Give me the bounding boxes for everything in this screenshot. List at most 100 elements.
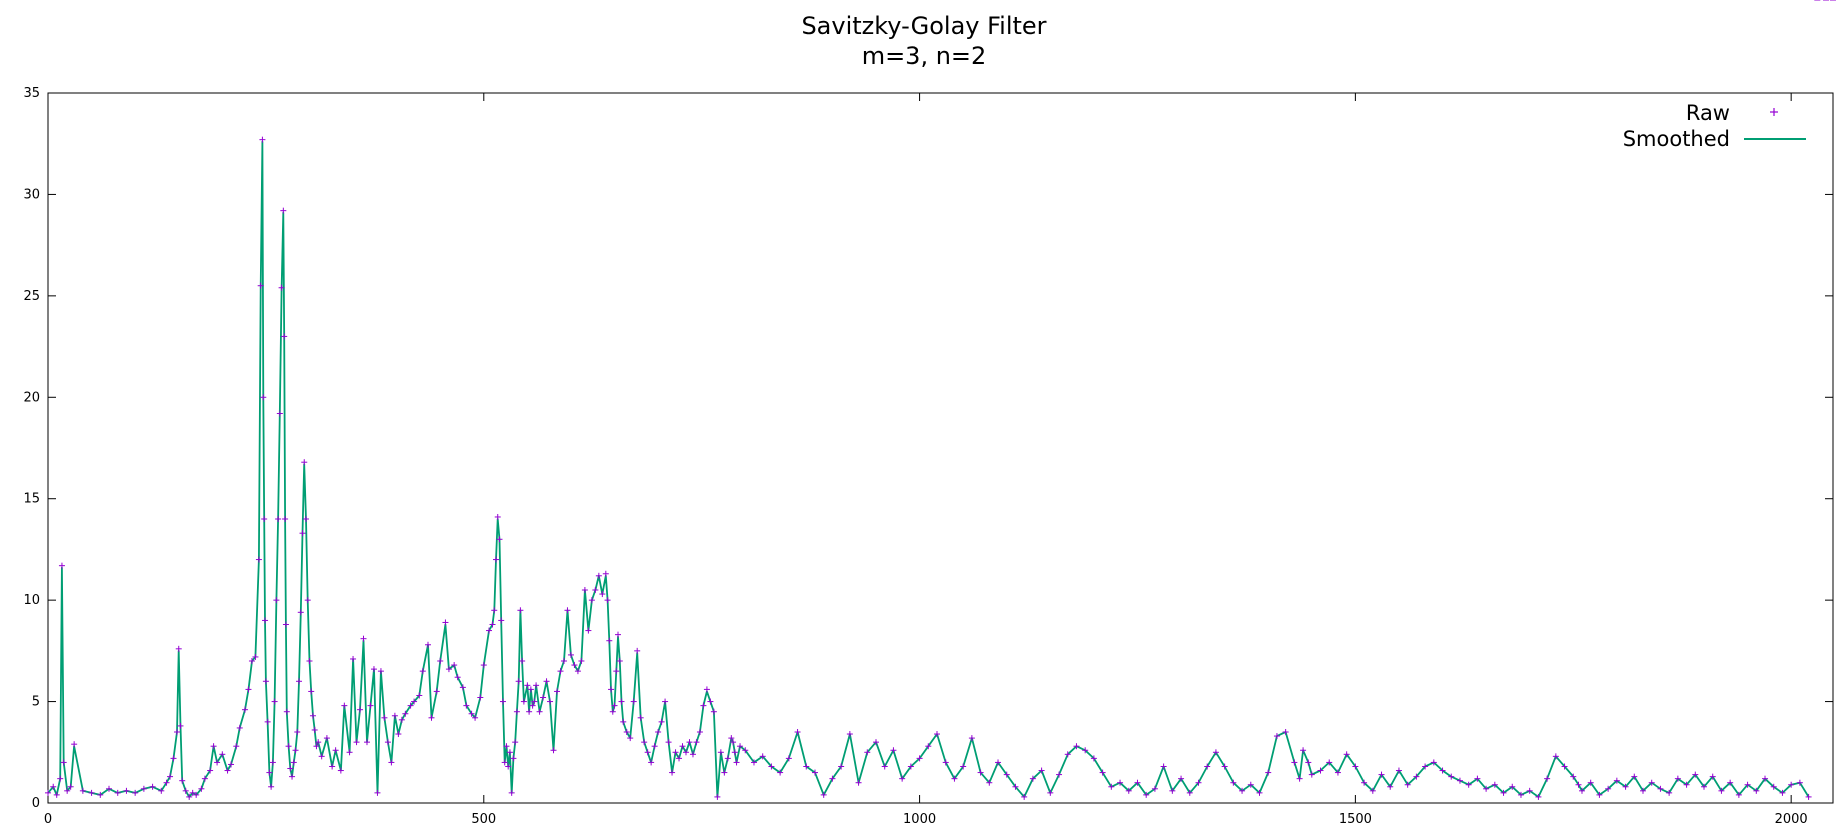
- raw-point: [1317, 767, 1324, 774]
- raw-point: [201, 775, 208, 782]
- raw-point: [198, 785, 205, 792]
- raw-point: [177, 722, 184, 729]
- raw-point: [1387, 783, 1394, 790]
- raw-point: [524, 682, 531, 689]
- raw-point: [360, 635, 367, 642]
- raw-point: [554, 688, 561, 695]
- raw-point: [977, 769, 984, 776]
- raw-point: [618, 698, 625, 705]
- raw-point: [1186, 789, 1193, 796]
- raw-point: [907, 763, 914, 770]
- raw-point: [381, 714, 388, 721]
- raw-point: [332, 747, 339, 754]
- raw-point: [262, 678, 269, 685]
- raw-point: [1296, 775, 1303, 782]
- raw-point: [309, 712, 316, 719]
- raw-point: [714, 793, 721, 800]
- raw-point: [1195, 779, 1202, 786]
- raw-point: [665, 739, 672, 746]
- raw-point: [266, 769, 273, 776]
- raw-point: [672, 749, 679, 756]
- raw-point: [1125, 787, 1132, 794]
- raw-point: [58, 562, 65, 569]
- raw-point: [811, 769, 818, 776]
- raw-point: [623, 729, 630, 735]
- raw-point: [219, 751, 226, 758]
- raw-point: [750, 759, 757, 766]
- raw-point: [296, 678, 303, 685]
- raw-point: [261, 516, 268, 522]
- raw-point: [829, 775, 836, 782]
- raw-point: [1666, 789, 1673, 796]
- raw-point: [942, 759, 949, 766]
- raw-point: [486, 627, 493, 634]
- raw-point: [163, 779, 170, 786]
- raw-point: [337, 767, 344, 774]
- legend: Raw Smoothed: [1623, 101, 1806, 151]
- raw-point: [794, 729, 801, 735]
- raw-point: [768, 763, 775, 770]
- raw-point: [873, 739, 880, 746]
- raw-point: [88, 789, 95, 796]
- raw-point: [1605, 785, 1612, 792]
- raw-point: [585, 627, 592, 634]
- plot-frame: [47, 92, 1834, 804]
- raw-point: [855, 779, 862, 786]
- raw-point: [728, 735, 735, 742]
- raw-point: [472, 714, 479, 721]
- raw-point: [501, 759, 508, 766]
- legend-label-smoothed: Smoothed: [1623, 127, 1730, 151]
- raw-point: [158, 787, 165, 794]
- axis-ticks: 0 5 10 15 20 25 30 35 0 500 1000 1500 2000: [23, 86, 1833, 827]
- raw-point: [820, 791, 827, 798]
- raw-point: [669, 769, 676, 776]
- raw-point: [742, 747, 749, 754]
- raw-point: [616, 658, 623, 664]
- raw-point: [306, 658, 313, 664]
- raw-point: [257, 282, 264, 289]
- raw-point: [564, 607, 571, 614]
- raw-point: [543, 678, 550, 685]
- raw-point: [1265, 769, 1272, 776]
- raw-point: [1587, 779, 1594, 786]
- raw-point: [1683, 781, 1690, 788]
- raw-point: [67, 783, 74, 790]
- raw-point: [513, 708, 520, 715]
- x-tick-label: 1500: [1339, 812, 1372, 827]
- y-tick-label: 10: [23, 593, 40, 608]
- raw-point: [282, 516, 289, 522]
- raw-point: [442, 619, 449, 626]
- raw-point: [1430, 759, 1437, 766]
- raw-point: [276, 410, 283, 417]
- raw-point: [384, 739, 391, 746]
- raw-point: [520, 698, 527, 705]
- raw-point: [1718, 787, 1725, 794]
- raw-point: [323, 735, 330, 742]
- raw-point: [1465, 781, 1472, 788]
- raw-point: [292, 747, 299, 754]
- raw-point: [696, 729, 703, 735]
- raw-point: [477, 694, 484, 701]
- y-tick-label: 20: [23, 390, 40, 405]
- y-tick-label: 25: [23, 289, 40, 304]
- raw-point: [71, 741, 78, 748]
- raw-point: [451, 662, 458, 669]
- raw-point: [1474, 775, 1481, 782]
- raw-point: [1709, 773, 1716, 780]
- raw-point: [592, 587, 599, 593]
- raw-point: [1143, 791, 1150, 798]
- raw-point: [838, 763, 845, 770]
- raw-point: [1291, 759, 1298, 766]
- raw-point: [1326, 759, 1333, 766]
- x-tick-label: 2000: [1775, 812, 1808, 827]
- x-tick-label: 1000: [903, 812, 936, 827]
- raw-point: [132, 789, 139, 796]
- raw-point: [686, 739, 693, 746]
- raw-point: [717, 749, 724, 756]
- raw-point: [419, 668, 426, 675]
- raw-point: [1575, 781, 1582, 788]
- raw-point: [363, 739, 370, 746]
- raw-point: [1073, 743, 1080, 750]
- raw-point: [182, 787, 189, 794]
- raw-point: [1613, 777, 1620, 784]
